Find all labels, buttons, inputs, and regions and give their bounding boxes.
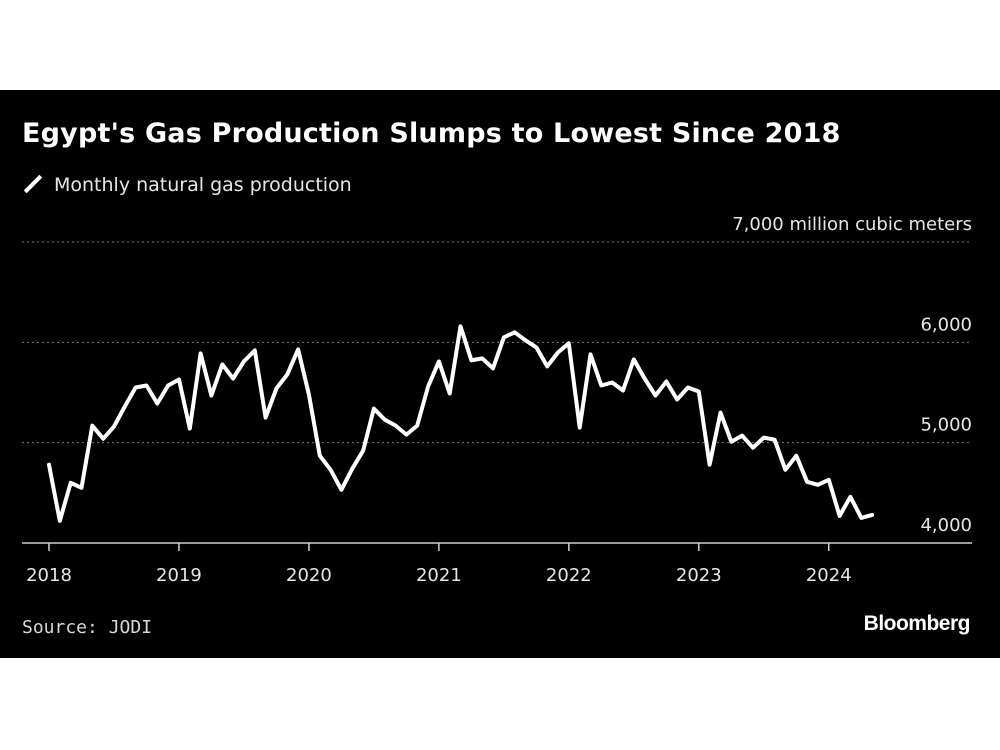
x-tick-label: 2019 xyxy=(156,565,202,586)
legend-label: Monthly natural gas production xyxy=(54,174,352,196)
y-tick-label: 5,000 xyxy=(920,415,972,436)
bloomberg-logo: Bloomberg xyxy=(863,612,971,635)
x-tick-label: 2022 xyxy=(546,565,592,586)
x-tick-label: 2020 xyxy=(286,565,332,586)
chart-card: 7,000 million cubic meters 6,000 5,000 4,00… xyxy=(0,90,1000,658)
y-tick-label: 6,000 xyxy=(920,314,972,335)
x-tick-label: 2018 xyxy=(26,565,72,586)
source-note: Source: JODI xyxy=(22,617,153,638)
legend-swatch xyxy=(23,174,43,193)
chart-title: Egypt's Gas Production Slumps to Lowest … xyxy=(22,118,841,149)
legend: Monthly natural gas production xyxy=(22,174,352,196)
y-tick-label: 7,000 million cubic meters xyxy=(732,214,972,235)
y-tick-label: 4,000 xyxy=(920,515,972,536)
x-tick-label: 2023 xyxy=(676,565,722,586)
x-tick-label: 2021 xyxy=(416,565,462,586)
x-tick-label: 2024 xyxy=(806,565,852,586)
series-line xyxy=(47,324,875,523)
line-chart: 7,000 million cubic meters 6,000 5,000 4,00… xyxy=(22,214,972,586)
